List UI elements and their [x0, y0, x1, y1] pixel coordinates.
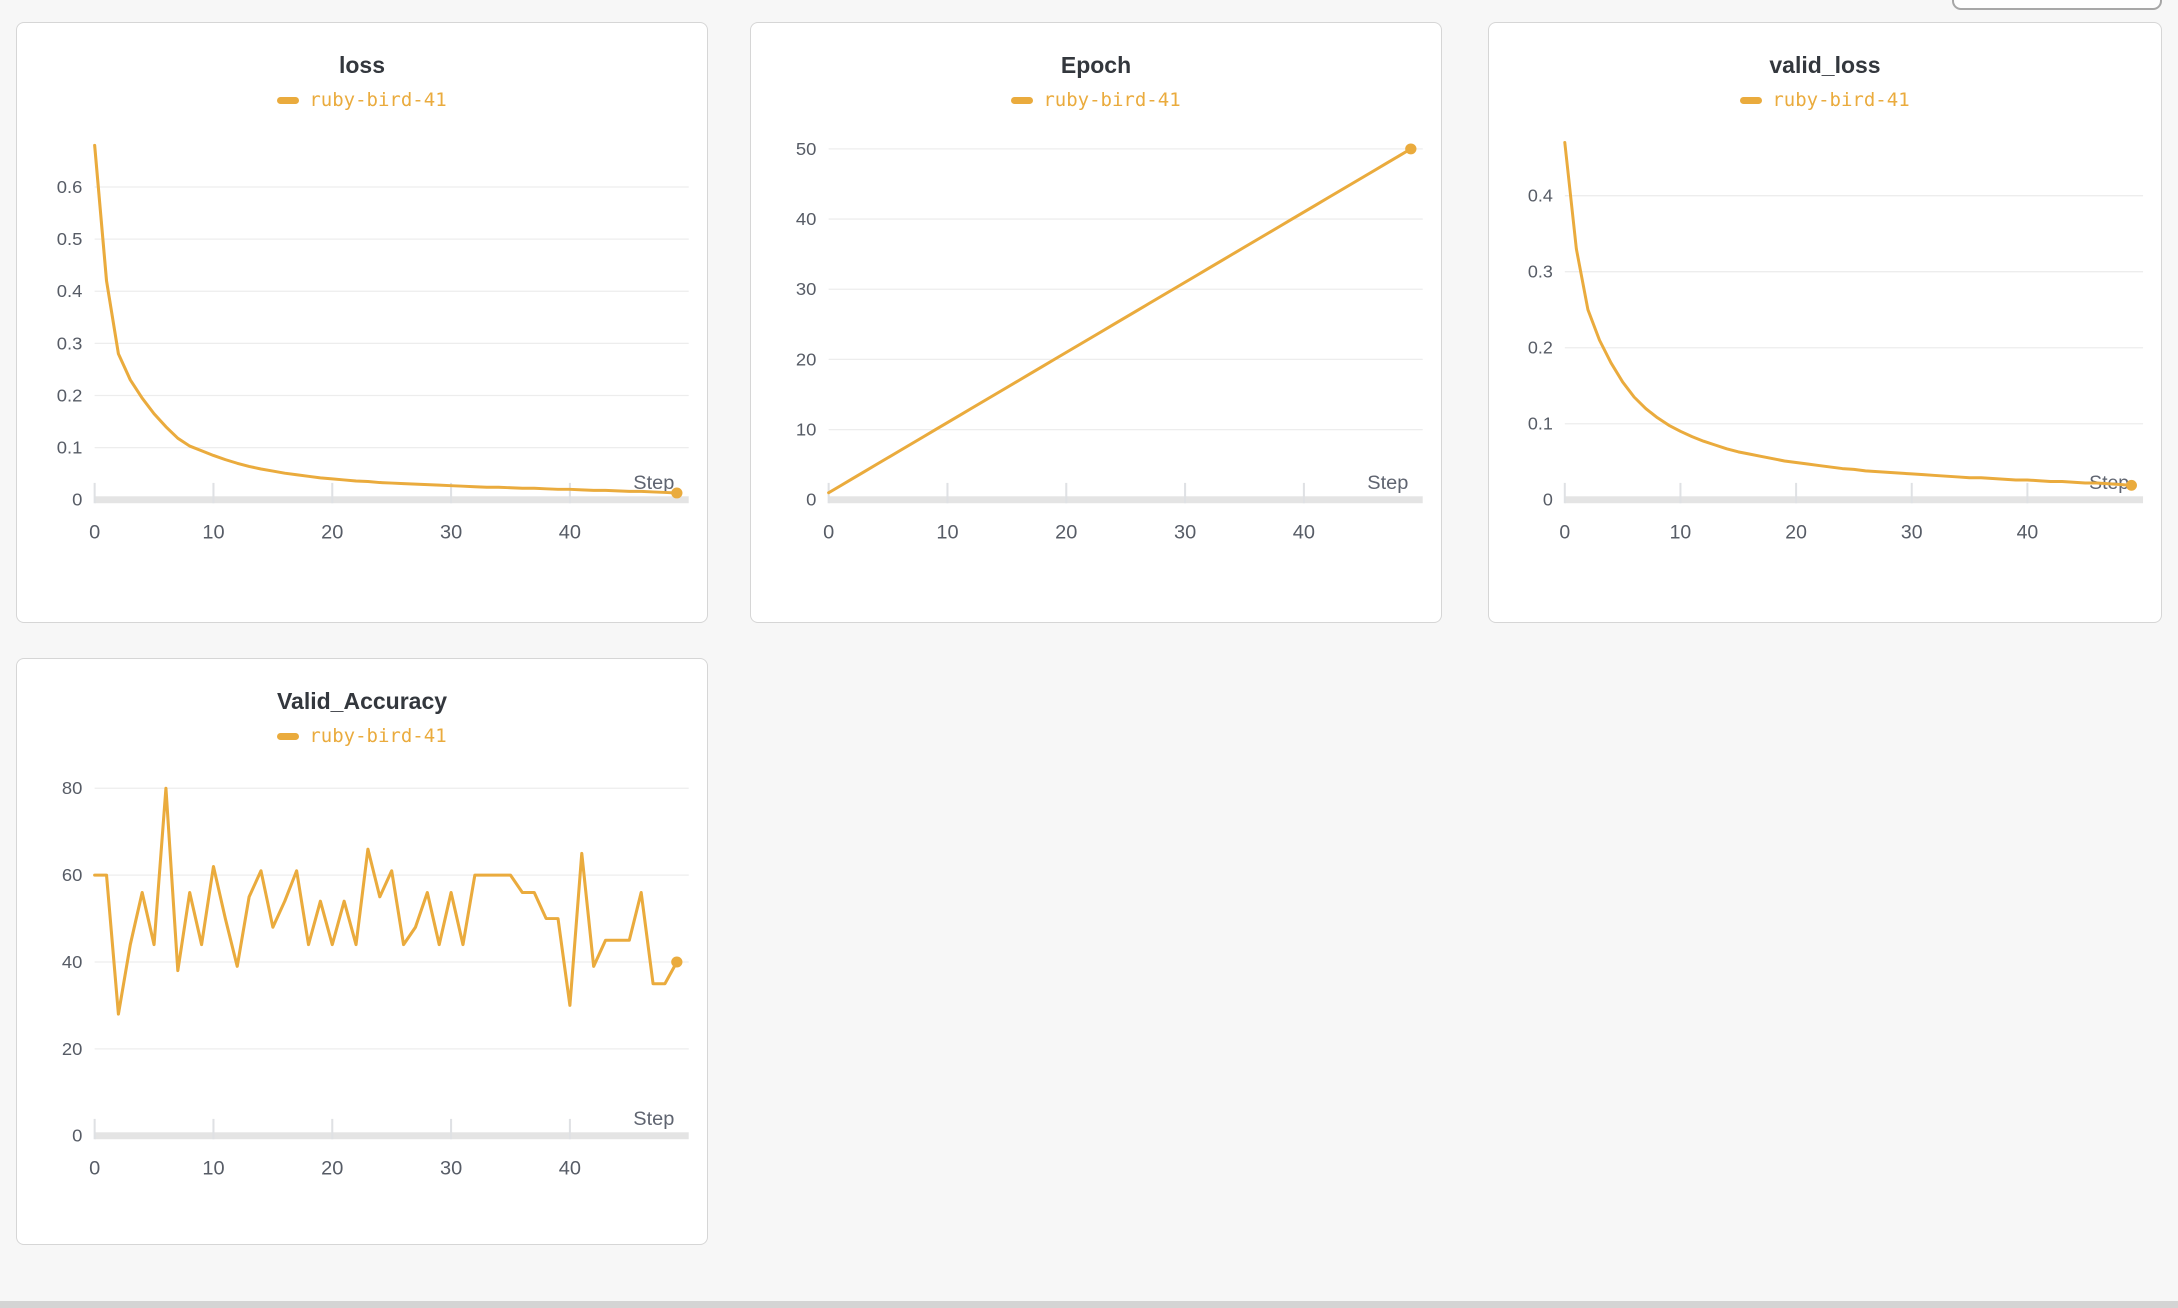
chart-legend[interactable]: ruby-bird-41	[751, 87, 1441, 113]
svg-text:0: 0	[806, 490, 816, 510]
chart-card-valid-loss: valid_loss ruby-bird-41 0 0.1 0.2 0.3 0.4 0 10…	[1488, 22, 2162, 623]
svg-text:0: 0	[89, 522, 100, 544]
chart-card-epoch: Epoch ruby-bird-41 0 10 20 30 40 50 0 10 20 30 40 S…	[750, 22, 1442, 623]
svg-text:40: 40	[559, 1158, 581, 1180]
svg-text:0.4: 0.4	[57, 281, 83, 301]
svg-text:20: 20	[62, 1039, 82, 1059]
svg-text:20: 20	[796, 350, 816, 370]
svg-text:20: 20	[321, 522, 343, 544]
svg-text:30: 30	[1901, 521, 1923, 543]
svg-text:30: 30	[796, 279, 816, 299]
svg-text:Step: Step	[633, 472, 674, 494]
svg-text:20: 20	[1055, 522, 1077, 544]
chart-title-valid-loss: valid_loss	[1769, 52, 1881, 78]
svg-text:40: 40	[62, 952, 82, 972]
svg-text:0.2: 0.2	[57, 386, 83, 406]
svg-text:0.3: 0.3	[1528, 262, 1553, 282]
svg-text:0.3: 0.3	[57, 334, 83, 354]
svg-text:Step: Step	[1367, 472, 1408, 494]
svg-text:0: 0	[1543, 490, 1553, 510]
legend-run-name: ruby-bird-41	[1772, 89, 1910, 111]
svg-text:0: 0	[823, 522, 834, 544]
svg-text:50: 50	[796, 139, 816, 159]
svg-text:40: 40	[2017, 521, 2039, 543]
legend-swatch-icon	[277, 732, 300, 740]
svg-text:30: 30	[1174, 522, 1196, 544]
svg-text:20: 20	[1785, 521, 1807, 543]
line-chart-valid-accuracy[interactable]: 0 20 40 60 80 0 10 20 30 40 Step	[25, 757, 701, 1223]
svg-text:Step: Step	[633, 1108, 674, 1130]
chart-title-loss: loss	[338, 52, 386, 78]
svg-text:10: 10	[796, 420, 816, 440]
svg-text:10: 10	[1670, 521, 1692, 543]
chart-card-valid-accuracy: Valid_Accuracy ruby-bird-41 0 20 40 60 80 0 10…	[16, 658, 708, 1245]
line-chart-epoch[interactable]: 0 10 20 30 40 50 0 10 20 30 40 Step	[759, 121, 1435, 587]
chart-legend[interactable]: ruby-bird-41	[17, 87, 707, 113]
svg-text:20: 20	[321, 1158, 343, 1180]
chart-card-loss: loss ruby-bird-41 0 0.1 0.2 0.3 0.4 0.5 0.6 0 10…	[16, 22, 708, 623]
legend-run-name: ruby-bird-41	[1043, 89, 1181, 111]
svg-text:0: 0	[72, 1126, 82, 1146]
panel-settings-button[interactable]	[1952, 0, 2162, 10]
legend-swatch-icon	[1011, 96, 1034, 104]
svg-text:0.6: 0.6	[57, 177, 83, 197]
chart-title-valid-accuracy: Valid_Accuracy	[276, 688, 448, 714]
svg-text:0: 0	[89, 1158, 100, 1180]
svg-text:80: 80	[62, 778, 82, 798]
chart-title-epoch: Epoch	[1060, 52, 1132, 78]
svg-text:30: 30	[440, 522, 462, 544]
svg-text:0.1: 0.1	[1528, 414, 1553, 434]
legend-run-name: ruby-bird-41	[309, 725, 447, 747]
svg-text:10: 10	[202, 522, 224, 544]
svg-text:0.1: 0.1	[57, 438, 83, 458]
svg-text:0.2: 0.2	[1528, 338, 1553, 358]
svg-text:40: 40	[796, 209, 816, 229]
svg-text:40: 40	[1293, 522, 1315, 544]
svg-text:0.5: 0.5	[57, 229, 83, 249]
svg-text:10: 10	[936, 522, 958, 544]
legend-swatch-icon	[277, 96, 300, 104]
legend-run-name: ruby-bird-41	[309, 89, 447, 111]
svg-text:0: 0	[72, 490, 82, 510]
chart-legend[interactable]: ruby-bird-41	[17, 723, 707, 749]
line-chart-loss[interactable]: 0 0.1 0.2 0.3 0.4 0.5 0.6 0 10 20 30 40 Step	[25, 121, 701, 587]
svg-text:30: 30	[440, 1158, 462, 1180]
svg-text:0.4: 0.4	[1528, 186, 1553, 206]
legend-swatch-icon	[1740, 96, 1763, 104]
chart-legend[interactable]: ruby-bird-41	[1489, 87, 2161, 113]
svg-text:10: 10	[202, 1158, 224, 1180]
svg-text:40: 40	[559, 522, 581, 544]
svg-text:0: 0	[1559, 521, 1570, 543]
horizontal-scrollbar[interactable]	[0, 1301, 2178, 1308]
svg-text:60: 60	[62, 865, 82, 885]
